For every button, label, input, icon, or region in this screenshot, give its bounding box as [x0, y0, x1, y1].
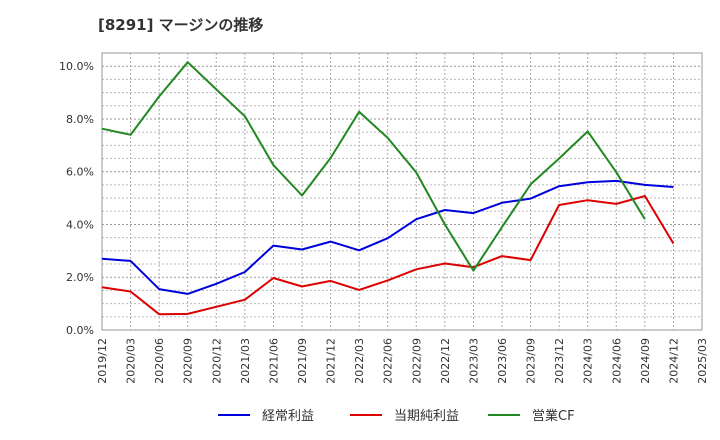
x-tick-label: 2024/12 [667, 338, 680, 384]
legend-label: 経常利益 [262, 409, 314, 424]
x-tick-label: 2019/12 [96, 338, 109, 384]
x-axis: 2019/12 2020/03 2020/06 2020/09 2020/12 2021/… [96, 338, 709, 384]
x-tick-label: 2021/12 [325, 338, 338, 384]
x-tick-label: 2022/06 [382, 338, 395, 384]
x-tick-label: 2020/12 [210, 338, 223, 384]
x-tick-label: 2020/03 [125, 338, 138, 384]
legend-label: 当期純利益 [394, 409, 459, 424]
series [101, 61, 675, 316]
y-tick-label: 4.0% [66, 218, 94, 231]
x-tick-label: 2022/03 [353, 338, 366, 384]
grid [102, 53, 702, 330]
y-tick-label: 2.0% [66, 271, 94, 284]
x-tick-label: 2021/03 [239, 338, 252, 384]
x-tick-label: 2024/06 [610, 338, 623, 384]
x-tick-label: 2022/12 [439, 338, 452, 384]
x-tick-label: 2024/09 [639, 338, 652, 384]
x-tick-label: 2020/06 [153, 338, 166, 384]
y-tick-label: 6.0% [66, 166, 94, 179]
x-tick-label: 2022/09 [410, 338, 423, 384]
x-tick-label: 2024/03 [582, 338, 595, 384]
x-tick-label: 2023/09 [525, 338, 538, 384]
y-axis: 0.0% 2.0% 4.0% 6.0% 8.0% 10.0% [59, 60, 94, 337]
x-tick-label: 2023/12 [553, 338, 566, 384]
x-tick-label: 2020/09 [182, 338, 195, 384]
legend: 経常利益 当期純利益 営業CF [218, 408, 575, 424]
x-tick-label: 2025/03 [696, 338, 709, 384]
y-tick-label: 10.0% [59, 60, 94, 73]
chart-title: [8291] マージンの推移 [98, 16, 264, 34]
plot-frame [101, 52, 703, 331]
series-line [101, 61, 646, 272]
x-tick-label: 2021/06 [267, 338, 280, 384]
legend-label: 営業CF [532, 408, 575, 424]
series-line [101, 195, 675, 316]
x-tick-label: 2023/03 [467, 338, 480, 384]
series-line [101, 179, 674, 295]
x-tick-label: 2021/09 [296, 338, 309, 384]
y-tick-label: 0.0% [66, 324, 94, 337]
x-tick-label: 2023/06 [496, 338, 509, 384]
y-tick-label: 8.0% [66, 113, 94, 126]
